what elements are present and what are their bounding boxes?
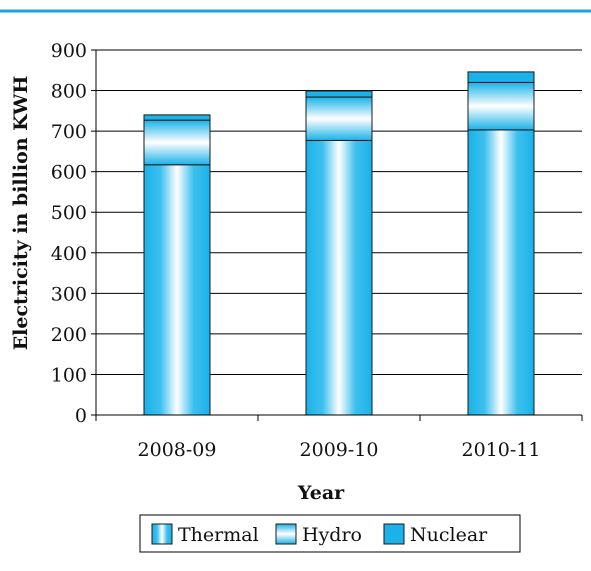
bar-nuclear-2010-11 <box>467 71 535 83</box>
x-tick-label: 2010-11 <box>462 439 541 461</box>
legend-label-hydro: Hydro <box>302 524 362 546</box>
bar-hydro-2009-10 <box>305 96 373 141</box>
legend-swatch-thermal <box>151 523 173 545</box>
y-tick-label: 200 <box>51 324 87 346</box>
legend-box <box>139 514 521 553</box>
y-tick-label: 600 <box>51 162 87 184</box>
y-tick-label: 300 <box>51 283 87 305</box>
x-axis-title: Year <box>297 482 345 504</box>
y-tick-labels: 0 100 200 300 400 500 600 700 800 900 <box>51 40 96 427</box>
y-axis-title: Electricity in billion KWH <box>10 76 32 351</box>
legend-label-nuclear: Nuclear <box>410 524 488 546</box>
x-tick-label: 2009-10 <box>300 439 379 461</box>
legend: Thermal Hydro Nuclear <box>139 514 521 553</box>
y-tick-label: 0 <box>75 405 87 427</box>
y-tick-label: 900 <box>51 40 87 62</box>
bars <box>143 71 535 416</box>
y-tick-label: 500 <box>51 202 87 224</box>
bar-nuclear-2008-09 <box>143 114 211 121</box>
legend-swatch-hydro <box>275 523 297 545</box>
bar-nuclear-2009-10 <box>305 90 373 98</box>
bar-thermal-2010-11 <box>467 129 535 416</box>
y-tick-label: 400 <box>51 243 87 265</box>
y-tick-label: 800 <box>51 81 87 103</box>
bar-thermal-2009-10 <box>305 139 373 416</box>
x-tick-label: 2008-09 <box>138 439 217 461</box>
bar-hydro-2010-11 <box>467 81 535 131</box>
legend-swatch-nuclear <box>383 523 405 545</box>
x-tick-labels: 2008-09 2009-10 2010-11 <box>95 415 583 461</box>
bar-hydro-2008-09 <box>143 119 211 166</box>
legend-label-thermal: Thermal <box>178 524 259 546</box>
axes <box>95 50 582 416</box>
y-tick-label: 100 <box>51 364 87 386</box>
bar-thermal-2008-09 <box>143 164 211 416</box>
y-tick-label: 700 <box>51 121 87 143</box>
